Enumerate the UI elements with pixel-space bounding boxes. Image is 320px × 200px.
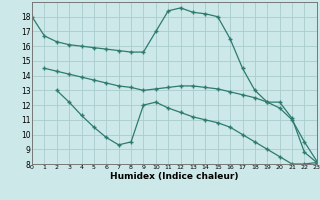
X-axis label: Humidex (Indice chaleur): Humidex (Indice chaleur): [110, 172, 239, 181]
